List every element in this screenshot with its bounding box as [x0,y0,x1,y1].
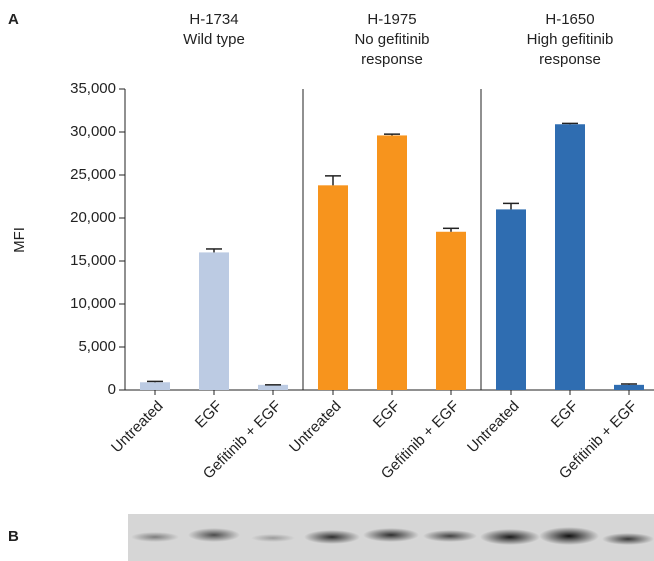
y-tick-label: 5,000 [78,338,116,355]
blot-band [480,529,540,545]
bar [436,232,466,390]
figure: A B MFI 0 5,000 10,000 15,000 20,000 25,000 30… [0,0,654,561]
blot-band [423,530,477,542]
x-tick-label: Untreated [286,398,345,457]
y-tick-label: 20,000 [70,209,116,226]
bar [140,382,170,390]
group-title: H-1650 [545,11,594,28]
bar [377,135,407,390]
bar [614,385,644,390]
blot-band [251,534,295,542]
x-tick-label: Untreated [464,398,523,457]
blot-band [363,528,419,542]
group-title: response [361,51,423,68]
bar [199,252,229,390]
panel-label: A [8,11,19,28]
western-blot [128,514,654,561]
y-tick-label: 35,000 [70,80,116,97]
bar [496,209,526,390]
blot-band [131,532,179,542]
x-tick-label: Untreated [108,398,167,457]
y-tick-label: 25,000 [70,166,116,183]
y-tick-label: 15,000 [70,252,116,269]
group-title: H-1734 [189,11,238,28]
y-tick-label: 10,000 [70,295,116,312]
bar [555,124,585,390]
group-title: H-1975 [367,11,416,28]
x-tick-label: EGF [192,398,226,432]
bar [318,185,348,390]
blot-band [188,528,240,542]
group-title: High gefitinib [527,31,614,48]
x-tick-label: EGF [548,398,582,432]
group-title: No gefitinib [354,31,429,48]
group-title: Wild type [183,31,245,48]
blot-band [304,530,360,544]
panel-label: B [8,528,19,545]
y-tick-label: 0 [108,381,116,398]
blot-band [539,527,599,545]
group-title: response [539,51,601,68]
blot-band [602,533,654,545]
x-tick-label: EGF [370,398,404,432]
bar [258,385,288,390]
y-axis-label: MFI [11,227,28,253]
y-tick-label: 30,000 [70,123,116,140]
